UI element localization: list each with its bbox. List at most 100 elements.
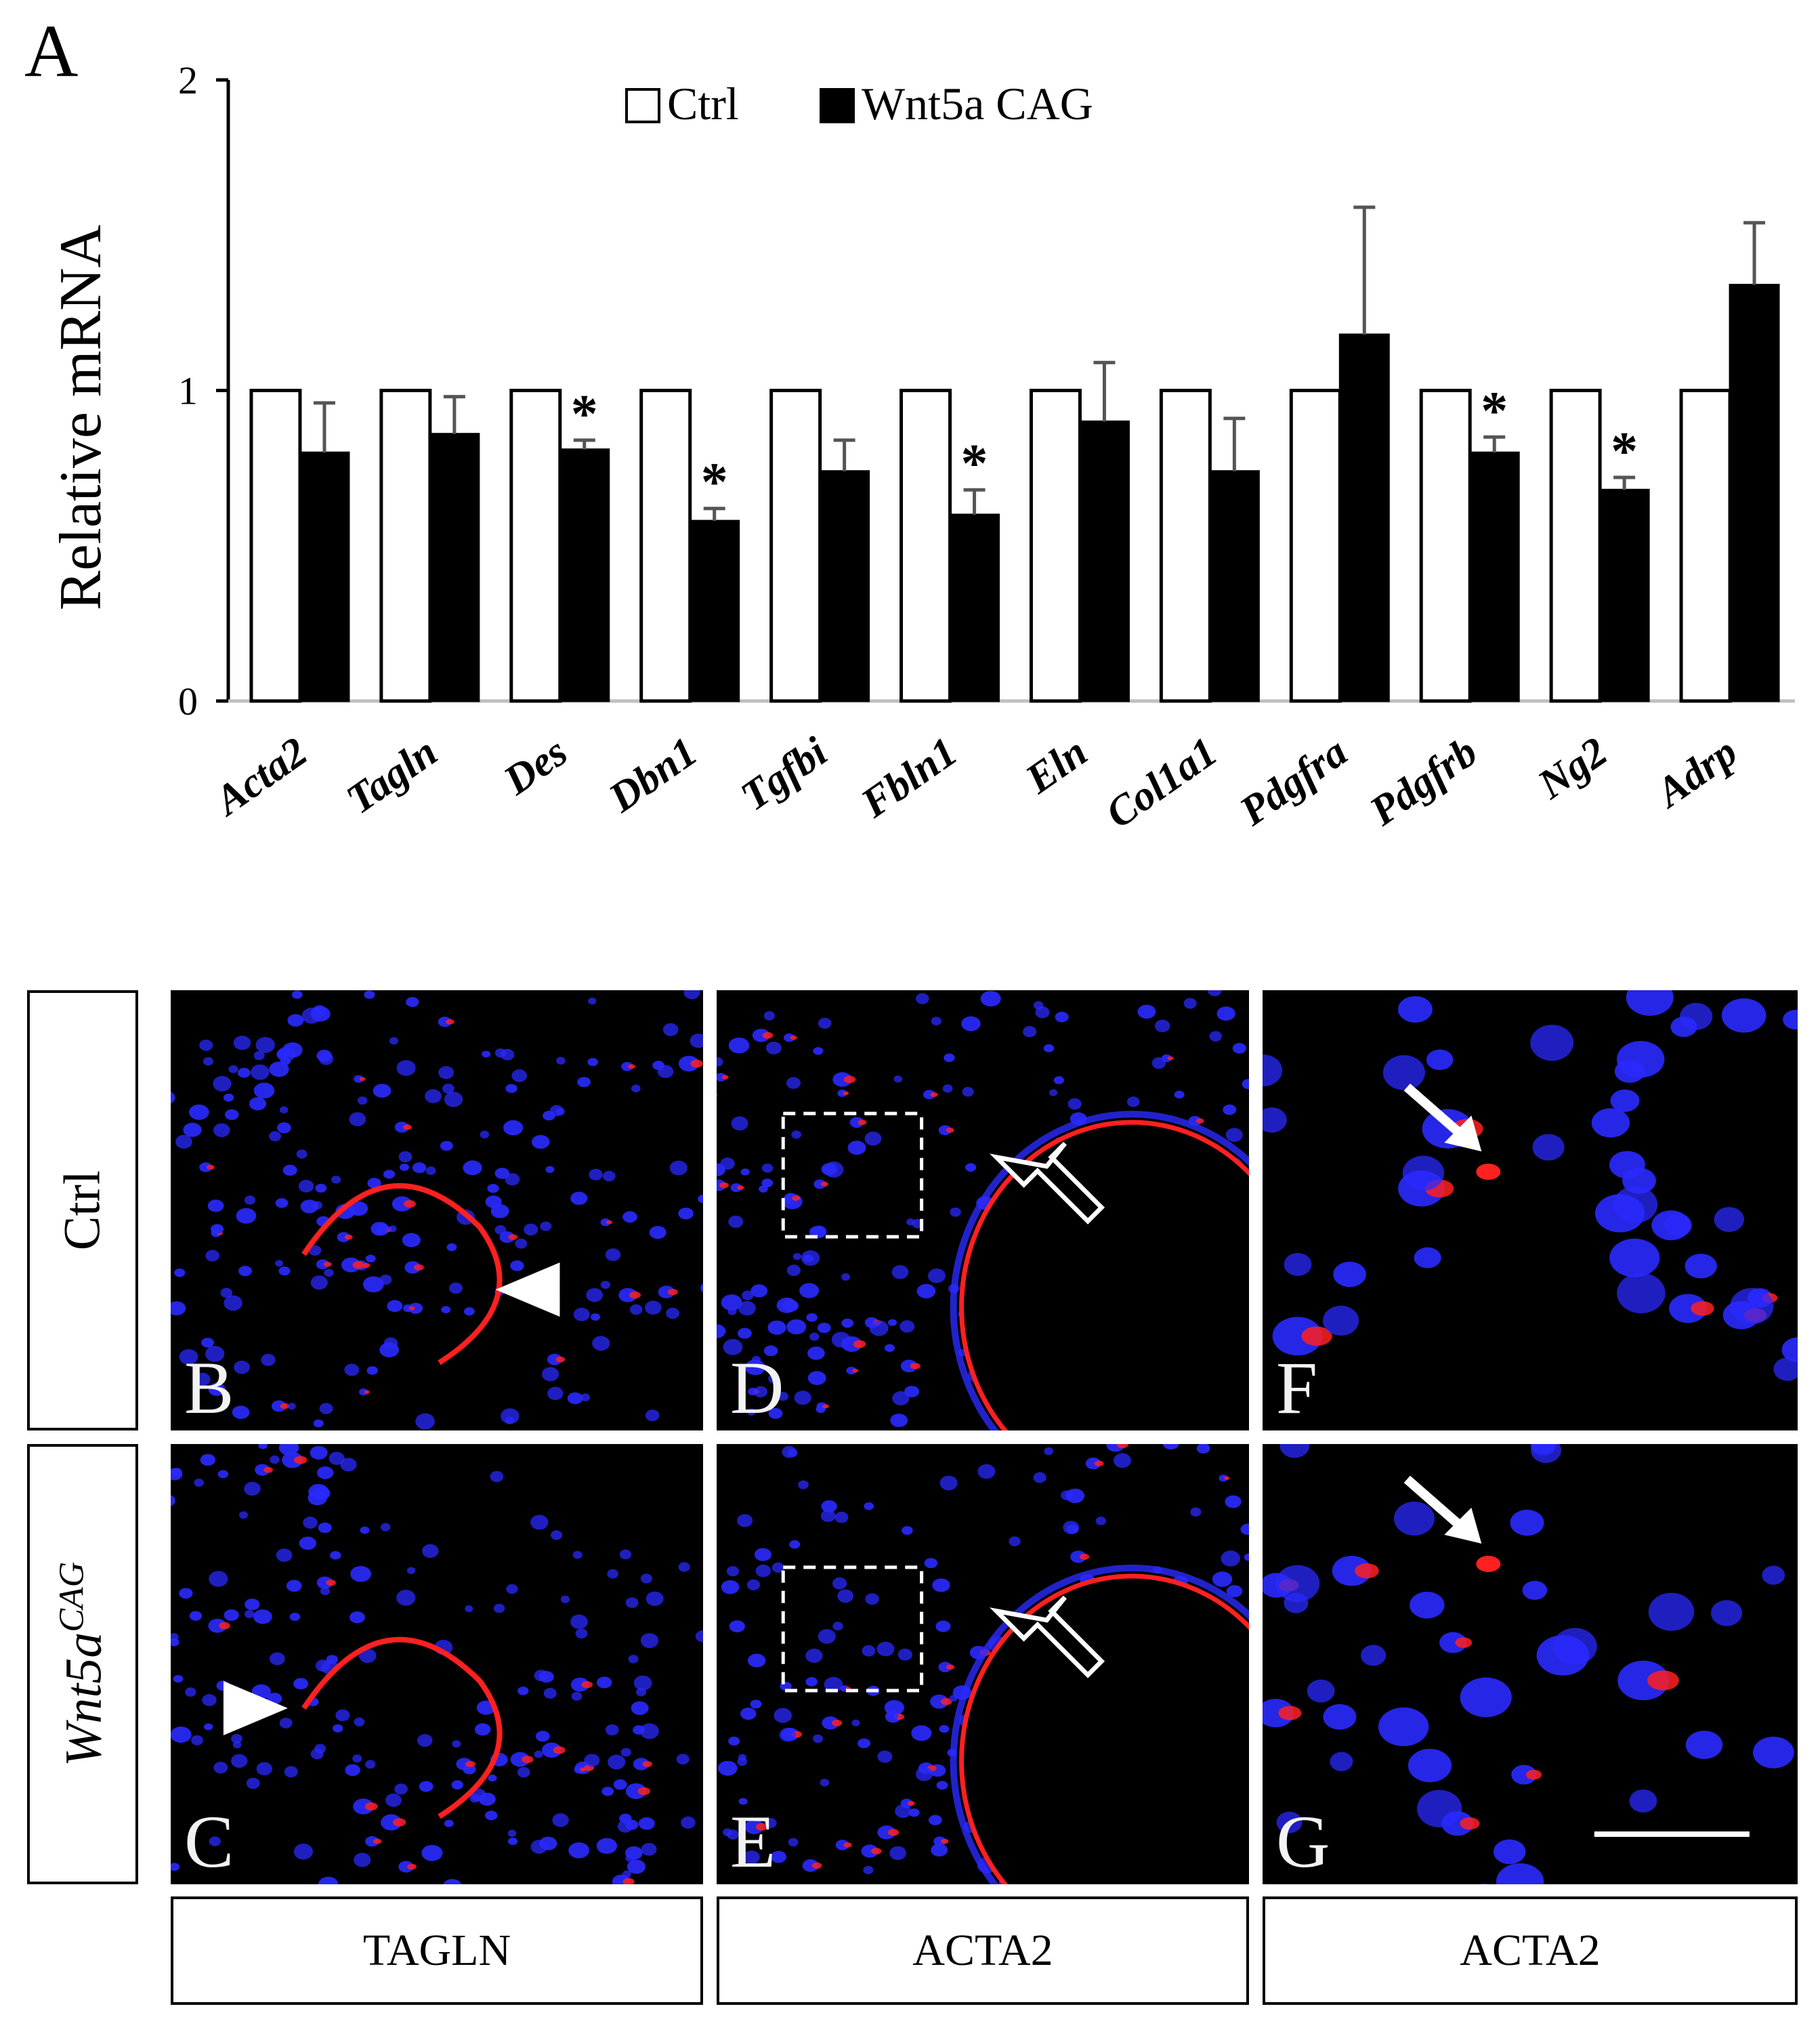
nucleus-blob [191,1735,203,1745]
arrow-icon [1403,1083,1464,1139]
nucleus-blob [282,1164,297,1176]
marker-blob [721,1075,729,1080]
col-label: ACTA2 [1460,1926,1601,1975]
micrograph-letter: E [730,1800,776,1883]
nucleus-blob [740,1708,757,1720]
nucleus-blob [534,1750,543,1758]
nucleus-blob [1493,1839,1526,1865]
nucleus-blob [613,1779,627,1790]
nucleus-blob [510,1260,524,1271]
bar-wnt5a [819,470,870,702]
micrograph-b: B [171,990,703,1430]
marker-blob [690,1059,703,1068]
nucleus-blob [341,1257,361,1273]
bar-ctrl [249,389,302,703]
bar-wnt5a [1729,284,1780,702]
nucleus-blob [507,1829,517,1837]
micrograph-f: F [1263,990,1798,1430]
nucleus-blob [205,1346,225,1362]
nucleus-blob [194,1372,211,1386]
nucleus-blob [1284,1252,1312,1276]
x-tick-label: Pdgfra [1231,729,1356,835]
marker-blob [858,1120,867,1126]
nucleus-blob [358,1388,368,1396]
bar-wnt5a [559,448,610,702]
nucleus-blob [783,1033,795,1042]
arrow-head-icon [1444,1116,1482,1151]
nucleus-blob [490,1470,504,1483]
nucleus-blob [721,1294,742,1311]
bar-wnt5a [1468,451,1520,702]
nucleus-blob [1333,1261,1366,1288]
marker-blob [852,1368,859,1373]
nucleus-blob [605,1248,621,1261]
nucleus-blob [236,1208,257,1224]
nucleus-blob [171,1301,186,1315]
nucleus-blob [1402,1155,1445,1191]
nucleus-blob [751,1355,761,1364]
nucleus-blob [337,1232,350,1242]
bar-ctrl [1419,389,1472,703]
nucleus-blob [812,1734,823,1743]
x-tick-label: Col1a1 [1098,729,1226,837]
nucleus-blob [552,1813,569,1827]
nucleus-blob [1648,1592,1695,1631]
y-axis-label: Relative mRNA [48,225,114,610]
nucleus-blob [312,1201,323,1210]
nucleus-blob [340,1458,357,1472]
nucleus-blob [452,1740,461,1748]
nucleus-blob [354,1717,365,1726]
nucleus-blob [228,1065,238,1074]
nucleus-blob [203,1057,213,1066]
nucleus-blob [171,1726,192,1743]
significance-marker: * [961,434,988,494]
nucleus-blob [584,1754,600,1767]
arrow-head-icon [1444,1508,1482,1544]
nucleus-blob [587,1058,598,1067]
bar-wnt5a [1599,488,1650,702]
marker-blob [606,1220,613,1225]
nucleus-blob [199,1162,212,1172]
nucleus-blob [717,1057,723,1067]
nucleus-blob [253,1051,265,1061]
marker-blob [219,1622,230,1630]
nucleus-blob [535,1731,550,1742]
nucleus-blob [890,1414,908,1428]
nucleus-blob [892,1391,910,1405]
nucleus-blob [373,1084,391,1098]
nucleus-blob [1781,1337,1798,1363]
nucleus-blob [1070,1550,1086,1563]
nucleus-blob [1067,1098,1082,1110]
nucleus-blob [517,1766,530,1778]
nucleus-blob [798,1480,809,1489]
nucleus-blob [574,1765,585,1774]
nucleus-blob [224,1109,239,1120]
row-label-ctrl: Ctrl [54,1170,111,1251]
nucleus-blob [1330,1752,1353,1772]
nucleus-blob [232,1405,250,1420]
nucleus-blob [1393,1501,1435,1535]
nucleus-blob [278,1266,291,1276]
nucleus-blob [1242,1078,1249,1090]
nucleus-blob [415,1413,435,1430]
nucleus-blob [902,1526,913,1535]
nucleus-blob [1332,1555,1372,1586]
nucleus-blob [619,1549,632,1560]
nucleus-blob [863,1865,874,1875]
nucleus-blob [200,1454,216,1466]
vessel-wall [959,1120,1249,1430]
nucleus-blob [238,1265,252,1277]
nucleus-blob [1609,1238,1660,1277]
nucleus-blob [639,1723,659,1739]
nucleus-blob [463,1307,475,1316]
x-tick-label: Tagln [338,729,446,823]
nucleus-blob [296,1149,308,1159]
nucleus-blob [312,1004,326,1017]
scale-bar [1594,1831,1750,1837]
marker-blob [792,1195,801,1201]
marker-blob [1455,1637,1473,1648]
nucleus-blob [729,1620,745,1633]
nucleus-blob [847,1141,866,1155]
nucleus-blob [778,1392,789,1401]
nucleus-blob [425,1166,436,1175]
